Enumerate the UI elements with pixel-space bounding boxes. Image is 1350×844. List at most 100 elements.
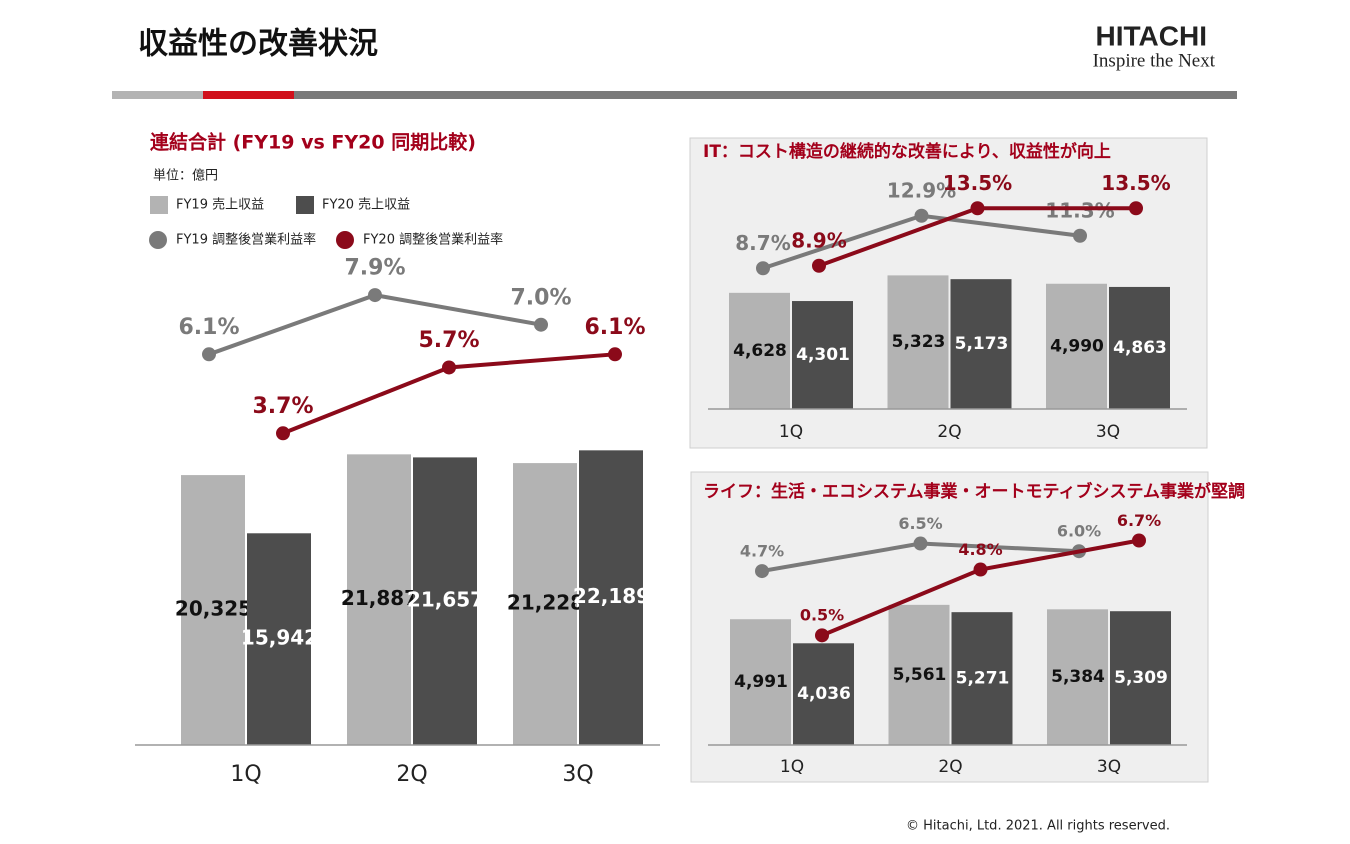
line-value-label: 5.7% (418, 328, 479, 353)
bar-value-label: 5,323 (892, 332, 946, 352)
bar (792, 301, 853, 409)
chart-title: ライフ：生活・エコシステム事業・オートモティブシステム事業が堅調 (703, 481, 1245, 502)
bar (247, 533, 311, 745)
bar-value-label: 4,036 (797, 684, 851, 704)
bar (730, 619, 791, 745)
line (208, 293, 542, 357)
x-tick-label: 3Q (1097, 757, 1121, 777)
bar-value-label: 21,657 (407, 588, 484, 612)
bar-value-label: 5,309 (1114, 668, 1168, 688)
line-value-label: 6.1% (178, 315, 239, 340)
line-value-label: 6.5% (898, 514, 942, 533)
bar (888, 604, 950, 745)
bar-value-label: 5,271 (956, 669, 1010, 689)
line-value-label: 7.9% (344, 256, 405, 281)
legend-label: FY19 売上収益 (176, 197, 264, 213)
line-value-label: 13.5% (943, 171, 1012, 195)
chart-title: IT：コスト構造の継続的な改善により、収益性が向上 (703, 141, 1111, 162)
bar-value-label: 5,173 (955, 334, 1009, 354)
line-value-label: 13.5% (1101, 171, 1170, 195)
line-point (276, 426, 290, 441)
unit-label: 単位：億円 (153, 168, 218, 184)
bar (887, 275, 949, 409)
header-rule (294, 91, 1237, 99)
chart-title: 連結合計 (FY19 vs FY20 同期比較) (150, 131, 476, 154)
line-value-label: 0.5% (800, 606, 844, 625)
page-title: 収益性の改善状況 (138, 27, 378, 62)
bar (513, 463, 577, 745)
line-value-label: 4.7% (740, 541, 784, 560)
bar (347, 454, 411, 745)
line-point (1132, 533, 1146, 548)
x-tick-label: 1Q (230, 762, 261, 787)
line-point (973, 562, 988, 577)
bar (579, 450, 643, 745)
legend-label: FY20 調整後営業利益率 (363, 232, 503, 248)
line-value-label: 6.7% (1117, 511, 1161, 530)
bar (1047, 609, 1108, 745)
line-value-label: 8.9% (791, 228, 846, 252)
legend-label: FY19 調整後営業利益率 (176, 232, 316, 248)
bar (729, 292, 790, 409)
footer: © Hitachi, Ltd. 2021. All rights reserve… (906, 819, 1170, 834)
bar-value-label: 21,887 (341, 586, 418, 610)
line-point (1073, 228, 1087, 243)
x-tick-label: 2Q (396, 762, 427, 787)
line-point (608, 347, 622, 362)
legend-label: FY20 売上収益 (322, 197, 410, 213)
bar-value-label: 4,301 (796, 345, 850, 365)
line-value-label: 7.0% (510, 285, 571, 310)
line-value-label: 6.0% (1057, 522, 1101, 541)
bar-value-label: 20,325 (175, 597, 252, 621)
x-tick-label: 3Q (1096, 422, 1120, 442)
header-rule (112, 91, 203, 99)
x-tick-label: 1Q (780, 757, 804, 777)
bar-value-label: 21,228 (507, 591, 584, 615)
bar (1110, 611, 1171, 745)
x-tick-label: 2Q (937, 422, 961, 442)
line-point (755, 564, 769, 579)
bar (181, 475, 245, 745)
bar-value-label: 5,384 (1051, 667, 1105, 687)
bar-value-label: 15,942 (241, 626, 318, 650)
bar-value-label: 4,863 (1113, 338, 1167, 358)
line-point (815, 628, 829, 643)
legend-swatch (150, 196, 168, 214)
x-tick-label: 2Q (938, 757, 962, 777)
header-rule (203, 91, 294, 99)
line-point (812, 258, 826, 273)
bar (1109, 286, 1170, 409)
line-point (202, 347, 216, 362)
line-point (970, 201, 985, 216)
logo: HITACHI (1096, 20, 1207, 51)
legend-swatch (149, 231, 167, 249)
line-value-label: 3.7% (252, 394, 313, 419)
bar (950, 279, 1012, 409)
bar (951, 612, 1013, 745)
line-point (534, 317, 548, 332)
line-point (756, 261, 770, 276)
line-value-label: 12.9% (887, 178, 956, 202)
bar (793, 643, 854, 745)
bar-value-label: 22,189 (573, 584, 650, 608)
legend-swatch (336, 231, 354, 249)
bar-value-label: 4,628 (733, 341, 787, 361)
bar (413, 457, 477, 745)
line-value-label: 6.1% (584, 315, 645, 340)
bar-value-label: 5,561 (893, 665, 947, 685)
line-point (914, 208, 929, 223)
x-tick-label: 1Q (779, 422, 803, 442)
bar (1046, 283, 1107, 409)
bar-value-label: 4,991 (734, 672, 788, 692)
line-value-label: 4.8% (958, 540, 1002, 559)
legend-swatch (296, 196, 314, 214)
line-value-label: 8.7% (735, 231, 790, 255)
logo-tagline: Inspire the Next (1093, 50, 1216, 71)
x-tick-label: 3Q (562, 762, 593, 787)
line-point (368, 288, 382, 303)
bar-value-label: 4,990 (1050, 336, 1104, 356)
line-point (1129, 201, 1143, 216)
line-point (913, 536, 928, 551)
line-point (442, 360, 456, 375)
